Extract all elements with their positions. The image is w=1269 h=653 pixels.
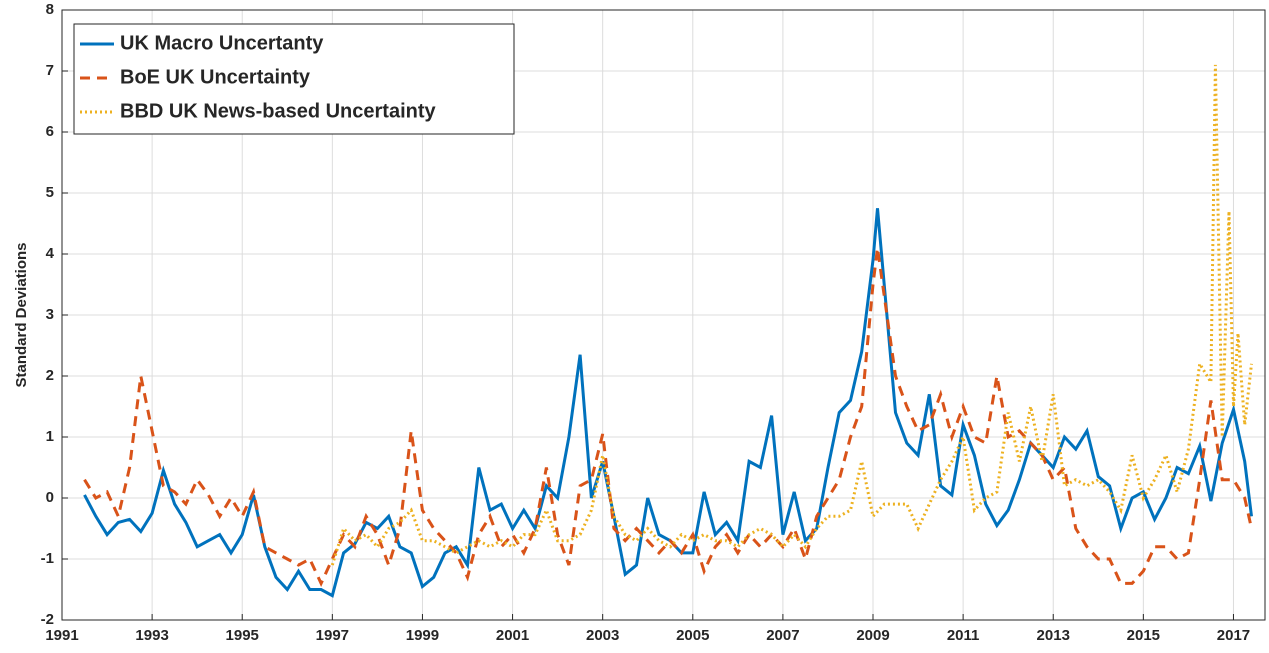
x-tick-label: 2017 <box>1217 627 1250 644</box>
x-tick-label: 2015 <box>1127 627 1160 644</box>
y-tick-label: 8 <box>46 1 54 18</box>
x-tick-label: 2005 <box>676 627 709 644</box>
x-tick-label: 1991 <box>45 627 78 644</box>
y-axis-label: Standard Deviations <box>13 242 30 387</box>
y-tick-label: -2 <box>41 611 54 628</box>
y-tick-label: 4 <box>46 245 55 262</box>
x-tick-label: 2011 <box>947 627 980 644</box>
x-tick-label: 1999 <box>406 627 439 644</box>
y-tick-label: 6 <box>46 123 54 140</box>
x-tick-label: 1995 <box>226 627 259 644</box>
y-tick-label: 2 <box>46 367 54 384</box>
x-tick-label: 2013 <box>1037 627 1070 644</box>
series-line <box>330 64 1253 566</box>
x-tick-label: 1993 <box>135 627 168 644</box>
y-tick-label: 1 <box>46 428 54 445</box>
legend-label: UK Macro Uncertanty <box>120 32 324 54</box>
y-tick-label: 3 <box>46 306 54 323</box>
x-tick-label: 2007 <box>766 627 799 644</box>
legend-box <box>73 23 515 135</box>
y-tick-label: 7 <box>46 62 54 79</box>
y-tick-label: 0 <box>46 489 54 506</box>
legend-label: BoE UK Uncertainty <box>120 66 311 88</box>
x-tick-label: 2009 <box>856 627 889 644</box>
axes-box <box>61 9 1266 621</box>
series-line <box>83 247 1253 587</box>
x-tick-label: 1997 <box>316 627 349 644</box>
y-tick-label: 5 <box>46 184 54 201</box>
legend-label: BBD UK News-based Uncertainty <box>120 100 437 122</box>
x-tick-label: 2001 <box>496 627 529 644</box>
x-tick-label: 2003 <box>586 627 619 644</box>
y-tick-label: -1 <box>41 550 54 567</box>
